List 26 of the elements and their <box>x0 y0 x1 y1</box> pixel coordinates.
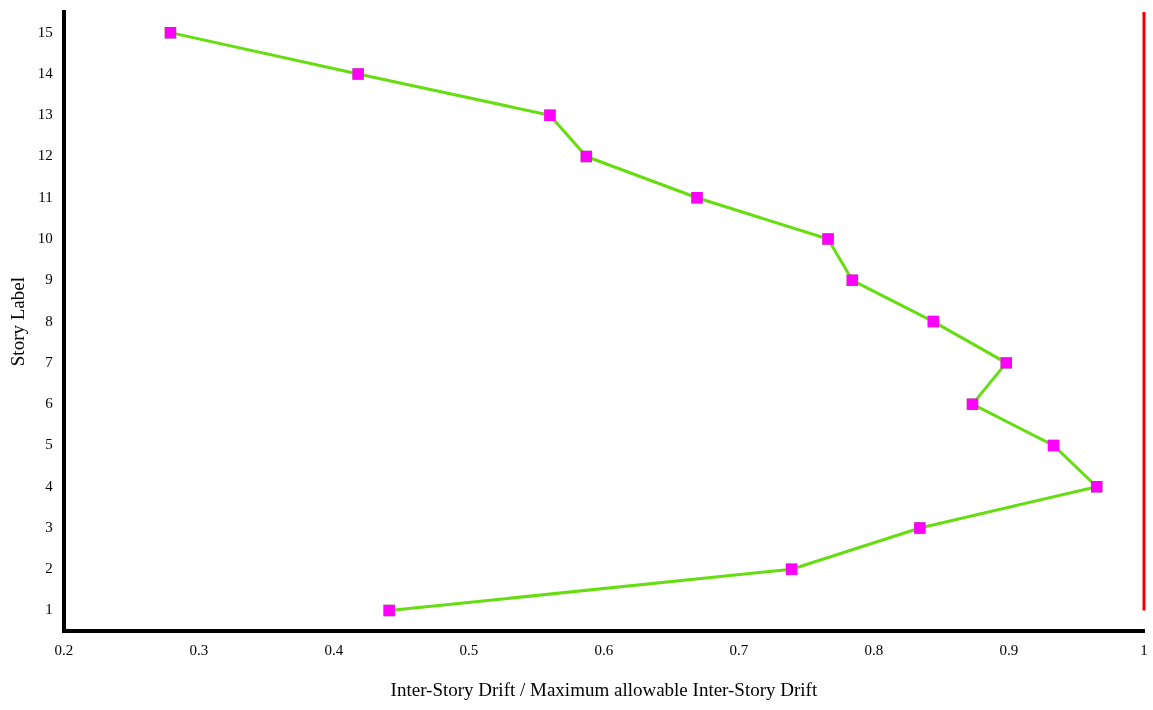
y-tick-label: 5 <box>45 436 53 453</box>
x-tick-label: 0.5 <box>459 642 479 659</box>
x-tick-label: 1 <box>1140 642 1148 659</box>
y-tick-label: 15 <box>37 23 53 40</box>
x-tick-label: 0.4 <box>324 642 344 659</box>
y-tick-label: 1 <box>45 601 53 618</box>
x-tick-label: 0.2 <box>54 642 74 659</box>
x-tick-label: 0.8 <box>864 642 884 659</box>
y-tick-label: 6 <box>45 395 54 412</box>
y-tick-label: 2 <box>45 560 53 577</box>
y-tick-label: 11 <box>38 188 53 205</box>
x-tick-label: 0.9 <box>999 642 1019 659</box>
x-tick-label: 0.3 <box>189 642 209 659</box>
y-tick-label: 7 <box>45 353 54 370</box>
x-tick-label: 0.6 <box>594 642 614 659</box>
y-tick-label: 13 <box>37 106 53 123</box>
x-tick-label: 0.7 <box>729 642 749 659</box>
y-axis-title: Story Label <box>7 277 29 367</box>
y-tick-label: 14 <box>37 64 54 81</box>
y-tick-label: 9 <box>45 271 53 288</box>
x-axis-title: Inter-Story Drift / Maximum allowable Inter-Story Drift <box>390 678 818 700</box>
y-tick-label: 4 <box>45 477 54 494</box>
y-tick-label: 3 <box>45 518 53 535</box>
y-tick-label: 10 <box>37 229 53 246</box>
y-tick-label: 8 <box>45 312 53 329</box>
y-tick-label: 12 <box>37 147 53 164</box>
